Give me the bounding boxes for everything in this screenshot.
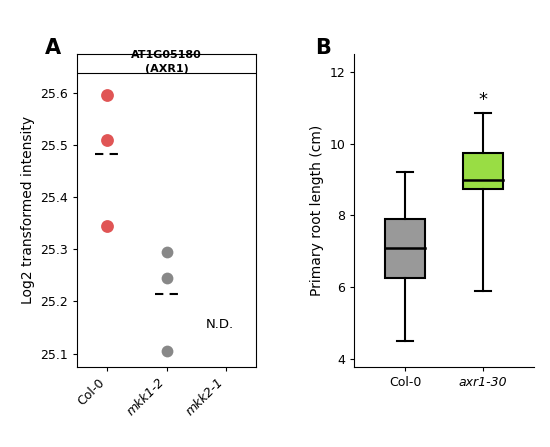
Text: A: A [45, 38, 61, 58]
Text: B: B [315, 38, 331, 58]
Point [102, 92, 111, 99]
Point [162, 347, 171, 354]
Text: *: * [478, 91, 487, 110]
Bar [463, 152, 503, 189]
Y-axis label: Log2 transformed intensity: Log2 transformed intensity [20, 116, 35, 304]
Text: N.D.: N.D. [206, 318, 234, 331]
Bar [385, 219, 425, 278]
Point [162, 248, 171, 255]
Point [162, 274, 171, 282]
Text: AT1G05180
(AXR1): AT1G05180 (AXR1) [131, 51, 202, 74]
Point [102, 222, 111, 229]
Point [102, 136, 111, 143]
Y-axis label: Primary root length (cm): Primary root length (cm) [310, 124, 324, 296]
